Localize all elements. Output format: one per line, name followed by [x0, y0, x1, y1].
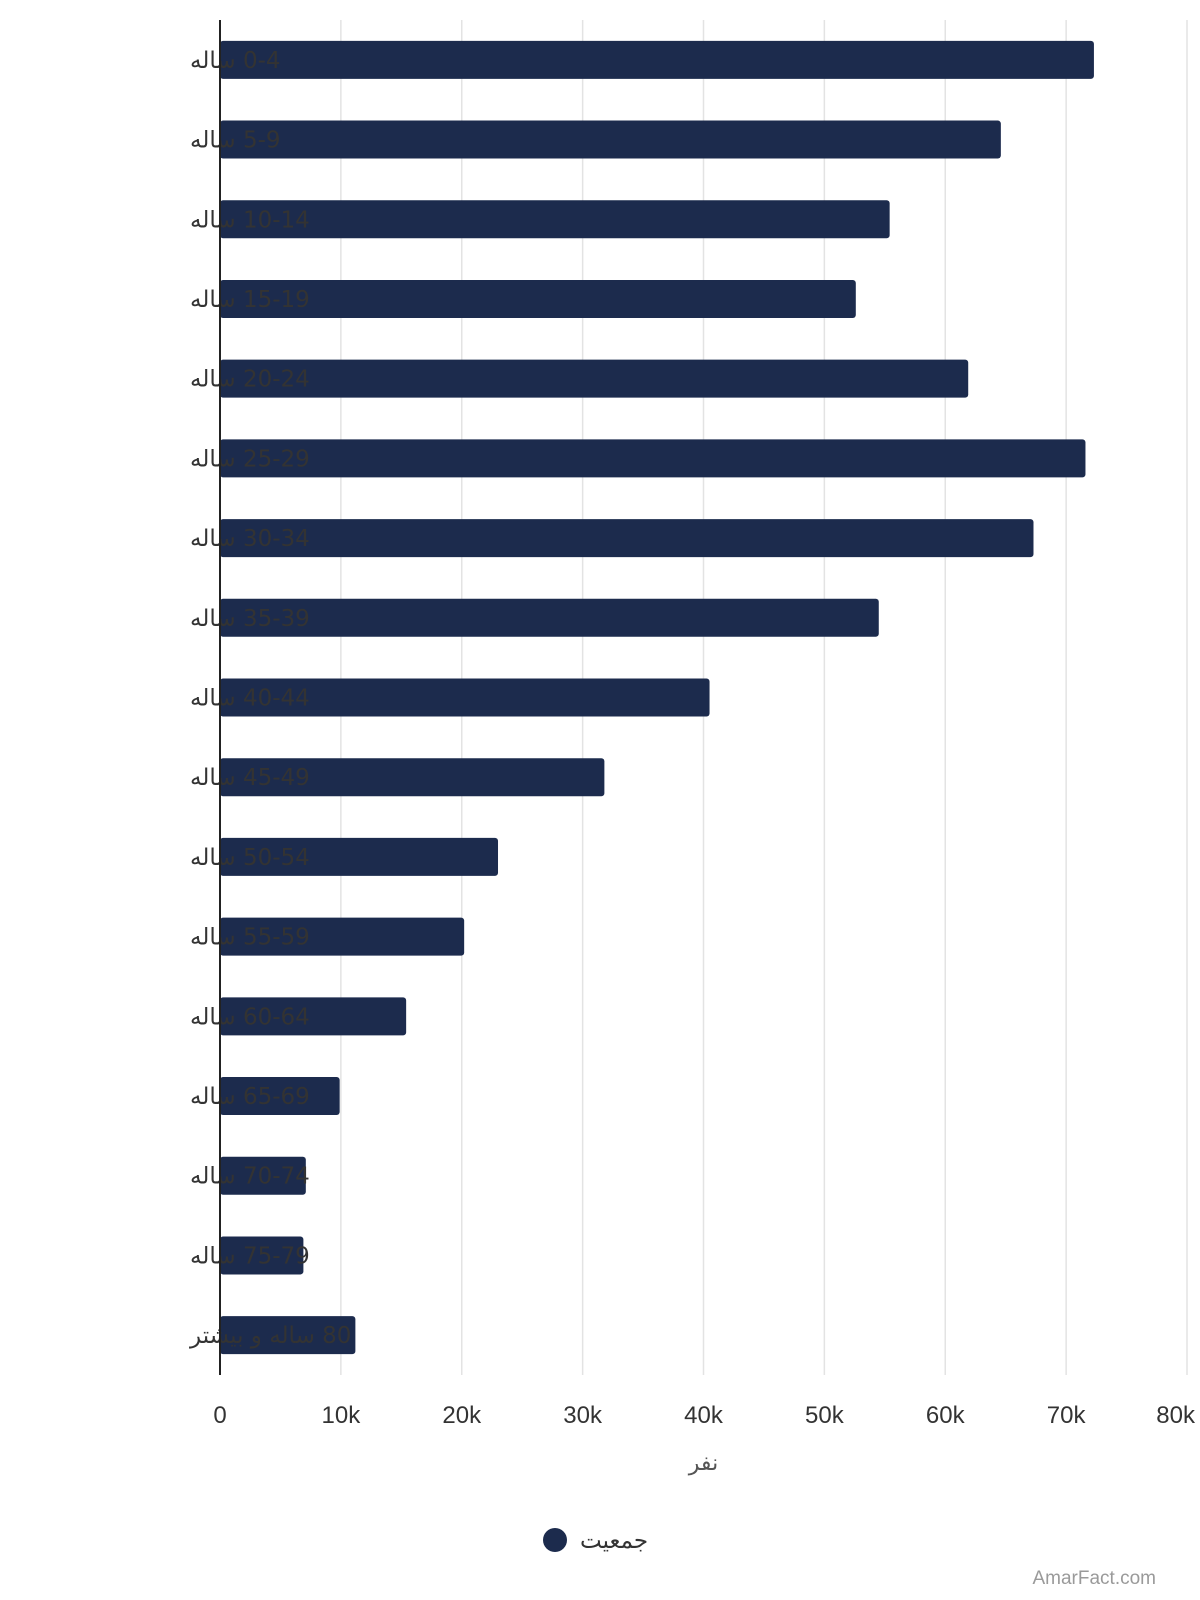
x-tick-label: 60k: [926, 1402, 966, 1429]
x-tick-label: 80k: [1156, 1402, 1196, 1429]
watermark: AmarFact.com: [1032, 1568, 1156, 1589]
bar[interactable]: [220, 837, 499, 876]
category-label: 70-74 ساله: [190, 1164, 310, 1190]
category-label: 60-64 ساله: [190, 1004, 310, 1030]
category-label: 55-59 ساله: [190, 925, 310, 951]
category-label: 25-29 ساله: [190, 446, 310, 472]
bar[interactable]: [220, 120, 1001, 159]
category-label: 65-69 ساله: [190, 1084, 310, 1110]
category-labels: 0-4 ساله 5-9 ساله 10-14 ساله 15-19 ساله 20-2…: [189, 48, 351, 1349]
bar[interactable]: [220, 279, 856, 318]
bar[interactable]: [220, 519, 1034, 558]
category-label: 0-4 ساله: [190, 48, 281, 74]
bar[interactable]: [220, 917, 465, 956]
category-label: 45-49 ساله: [190, 765, 310, 791]
bar[interactable]: [220, 40, 1094, 79]
bar[interactable]: [220, 1077, 340, 1116]
category-label: 5-9 ساله: [190, 128, 281, 154]
x-tick-label: 10k: [322, 1402, 362, 1429]
x-axis-title: نفر: [688, 1451, 718, 1476]
x-tick-labels: 0 10k 20k 30k 40k 50k 60k 70k 80k: [213, 1402, 1196, 1429]
x-tick-label: 70k: [1047, 1402, 1087, 1429]
x-tick-label: 50k: [805, 1402, 845, 1429]
bar[interactable]: [220, 997, 407, 1036]
category-label: 75-79 ساله: [190, 1243, 310, 1269]
bar[interactable]: [220, 678, 710, 717]
x-tick-label: 0: [213, 1402, 226, 1429]
category-label: 35-39 ساله: [190, 606, 310, 632]
category-label: 15-19 ساله: [190, 287, 310, 313]
x-tick-label: 40k: [684, 1402, 724, 1429]
category-label: 10-14 ساله: [190, 207, 310, 233]
bar[interactable]: [220, 598, 879, 637]
category-label: 40-44 ساله: [190, 686, 310, 712]
bars-layer: [220, 40, 1094, 1355]
bar[interactable]: [220, 758, 605, 797]
category-label: 50-54 ساله: [190, 845, 310, 871]
bar[interactable]: [220, 1156, 306, 1195]
legend-marker: [543, 1528, 567, 1552]
legend[interactable]: جمعیت: [543, 1528, 648, 1554]
category-label: 80 ساله و بیشتر: [189, 1323, 351, 1349]
bar[interactable]: [220, 439, 1086, 478]
bar[interactable]: [220, 1236, 304, 1275]
x-tick-label: 30k: [563, 1402, 603, 1429]
category-label: 20-24 ساله: [190, 367, 310, 393]
bar[interactable]: [220, 1316, 356, 1355]
category-label: 30-34 ساله: [190, 526, 310, 552]
x-tick-label: 20k: [442, 1402, 482, 1429]
legend-label: جمعیت: [580, 1528, 648, 1554]
bar[interactable]: [220, 359, 969, 398]
bar[interactable]: [220, 200, 890, 239]
